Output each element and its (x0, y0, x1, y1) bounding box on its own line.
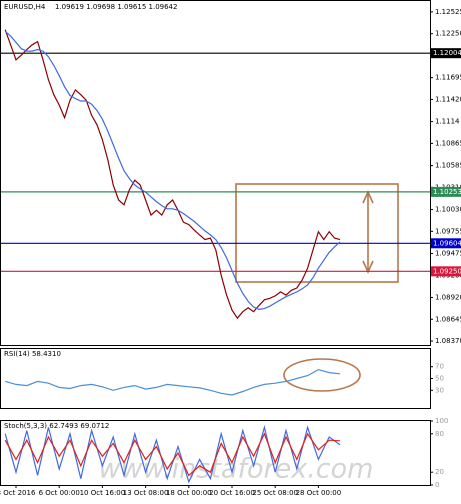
annotation-ellipse (283, 358, 361, 392)
x-tick-label: 20 Oct 16:00 (209, 489, 255, 497)
y-tick-label: 1.10585 (435, 162, 461, 170)
series-line (5, 368, 341, 396)
y-tick-label: 1.12525 (435, 8, 461, 16)
level-tag (431, 186, 461, 197)
y-tick-label: 30 (435, 386, 444, 394)
level-label: 1.09604 (433, 239, 461, 247)
y-tick-label: 1.08920 (435, 293, 461, 301)
y-tick-label: 1.11695 (435, 74, 461, 82)
y-tick-label: 100 (435, 417, 448, 425)
stoch-title: Stoch(5,3,3) 62.7493 69.0712 (4, 422, 109, 430)
stoch-panel (0, 420, 431, 486)
y-tick-label: 50 (435, 375, 444, 383)
series-line (4, 425, 341, 484)
level-tag (431, 48, 461, 59)
level-tag (431, 266, 461, 277)
y-tick-label: 1.10030 (435, 206, 461, 214)
y-tick-label: 70 (435, 363, 444, 371)
chart-subtitle: 1.09619 1.09698 1.09615 1.09642 (55, 3, 177, 11)
y-tick-label: 0 (435, 481, 439, 489)
y-tick-label: 80 (435, 430, 444, 438)
y-tick-label: 1.08645 (435, 315, 461, 323)
y-tick-label: 1.11420 (435, 95, 461, 103)
y-tick-label: 1.1114 (435, 118, 460, 126)
arrow-head (362, 260, 374, 274)
annotation-box (235, 183, 399, 283)
price-panel (0, 0, 431, 346)
series-line (4, 30, 341, 311)
y-tick-label: 1.09755 (435, 227, 461, 235)
series-line (4, 432, 341, 477)
y-tick-label: 1.09475 (435, 250, 461, 258)
y-tick-label: 1.10865 (435, 139, 461, 147)
series-line (4, 29, 341, 320)
y-tick-label: 20 (435, 468, 444, 476)
level-label: 1.09250 (433, 267, 461, 275)
x-tick-label: 18 Oct 00:00 (166, 489, 212, 497)
level-label: 1.12004 (433, 49, 461, 57)
x-tick-label: 25 Oct 08:00 (252, 489, 298, 497)
level-label: 1.10253 (433, 188, 461, 196)
x-tick-label: 13 Oct 08:00 (123, 489, 169, 497)
x-tick-label: 6 Oct 00:00 (39, 489, 80, 497)
y-tick-label: 1.12250 (435, 30, 461, 38)
y-tick-label: 1.08370 (435, 337, 461, 345)
x-tick-label: 10 Oct 16:00 (80, 489, 126, 497)
level-tag (431, 238, 461, 249)
x-tick-label: 28 Oct 00:00 (296, 489, 342, 497)
x-tick-label: 3 Oct 2016 (0, 489, 36, 497)
rsi-title: RSI(14) 58.4310 (4, 350, 61, 358)
chart-title: EURUSD,H4 (4, 3, 46, 11)
